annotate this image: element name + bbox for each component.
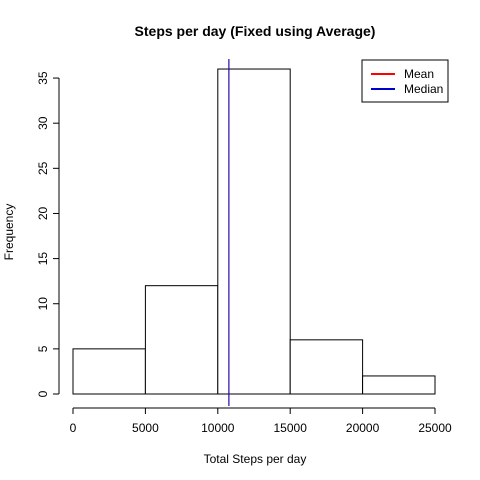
y-tick-label: 25 (36, 161, 50, 175)
x-tick-label: 15000 (274, 421, 308, 435)
x-axis-label: Total Steps per day (204, 452, 307, 466)
x-tick-label: 0 (70, 421, 77, 435)
x-tick-label: 20000 (346, 421, 380, 435)
y-tick-label: 10 (36, 297, 50, 311)
y-tick-label: 15 (36, 252, 50, 266)
histogram-bar-4 (362, 375, 436, 395)
y-tick-label: 0 (36, 390, 50, 397)
x-tick-label: 5000 (132, 421, 159, 435)
y-tick-label: 20 (36, 206, 50, 220)
legend-median-label: Median (404, 82, 443, 96)
histogram-bar-0 (72, 348, 146, 395)
legend-box (361, 59, 449, 103)
y-axis-label: Frequency (2, 204, 16, 261)
legend-mean-label: Mean (404, 67, 434, 81)
legend: Mean Median (361, 59, 449, 103)
y-tick-label: 35 (36, 71, 50, 85)
x-tick-label: 10000 (201, 421, 235, 435)
y-axis: 0 5 10 15 20 25 30 35 (36, 71, 60, 397)
histogram-bar-1 (144, 285, 219, 395)
histogram-bars (72, 68, 436, 395)
y-tick-label: 5 (36, 345, 50, 352)
histogram-bar-3 (289, 339, 364, 395)
chart-title: Steps per day (Fixed using Average) (135, 23, 376, 39)
x-tick-label: 25000 (418, 421, 452, 435)
histogram-bar-2 (217, 68, 291, 395)
y-tick-label: 30 (36, 116, 50, 130)
x-axis: 0 5000 10000 15000 20000 25000 (70, 407, 452, 435)
